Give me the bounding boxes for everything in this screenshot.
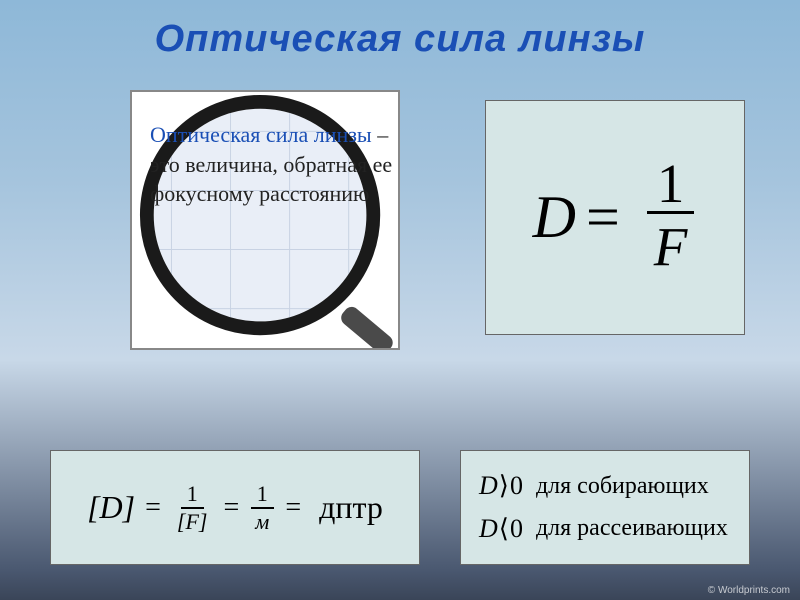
dim-unit: дптр <box>319 489 383 526</box>
dim-eq1: = <box>145 492 161 524</box>
formula-fraction: 1 F <box>644 156 698 280</box>
cond-neg-zero: 0 <box>510 514 524 543</box>
dim-frac2-den: м <box>249 509 275 533</box>
formula-lhs: D <box>533 183 576 252</box>
dim-frac2: 1 м <box>249 483 275 533</box>
dimension-formula-card: [D] = 1 [F] = 1 м = дптр <box>50 450 420 565</box>
dim-frac1-den: [F] <box>171 509 214 533</box>
formula-numerator: 1 <box>647 156 695 214</box>
formula-denominator: F <box>644 214 698 280</box>
magnifier-graphic: Оптическая сила линзы – это величина, об… <box>132 92 398 348</box>
dim-eq3: = <box>285 492 301 524</box>
title-text: Оптическая сила линзы <box>155 18 646 60</box>
dim-frac1-num: 1 <box>181 483 204 509</box>
main-formula: D = 1 F <box>533 156 698 280</box>
dim-lhs: [D] <box>87 489 135 526</box>
dim-eq2: = <box>223 492 239 524</box>
cond-neg-label: для рассеивающих <box>536 515 728 542</box>
definition-card: Оптическая сила линзы – это величина, об… <box>130 90 400 350</box>
definition-term: Оптическая сила линзы <box>150 122 372 147</box>
cond-pos-rel: ⟩ <box>499 471 510 500</box>
dim-frac2-num: 1 <box>251 483 274 509</box>
dim-frac1: 1 [F] <box>171 483 214 533</box>
watermark-text: © Worldprints.com <box>708 585 790 596</box>
formula-eq: = <box>586 183 620 252</box>
dimension-formula: [D] = 1 [F] = 1 м = дптр <box>87 483 383 533</box>
cond-pos-expr: D⟩0 <box>479 471 524 501</box>
cond-neg-expr: D⟨0 <box>479 514 524 544</box>
cond-pos-var: D <box>479 471 499 500</box>
page-title: Оптическая сила линзы <box>0 0 800 61</box>
condition-negative: D⟨0 для рассеивающих <box>479 514 731 544</box>
conditions-card: D⟩0 для собирающих D⟨0 для рассеивающих <box>460 450 750 565</box>
main-formula-card: D = 1 F <box>485 100 745 335</box>
condition-positive: D⟩0 для собирающих <box>479 471 731 501</box>
definition-text: Оптическая сила линзы – это величина, об… <box>150 120 410 209</box>
cond-neg-rel: ⟨ <box>499 514 510 543</box>
cond-pos-zero: 0 <box>510 471 524 500</box>
cond-neg-var: D <box>479 514 499 543</box>
cond-pos-label: для собирающих <box>536 473 709 500</box>
